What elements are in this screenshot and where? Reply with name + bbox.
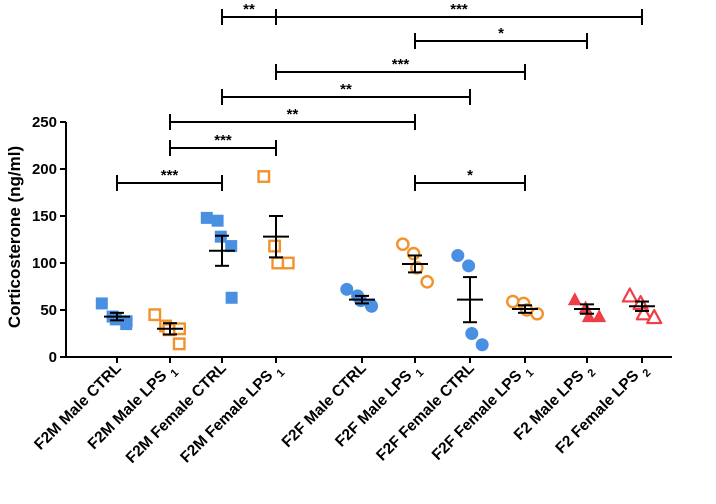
y-tick-label: 150 [32,208,57,225]
y-tick-label: 0 [49,349,57,366]
data-point [451,248,465,262]
sig-label: *** [392,56,410,73]
mean-sem-bars [104,215,655,336]
data-point [592,309,607,323]
y-tick-label: 250 [32,114,57,131]
data-point [225,291,238,304]
sig-label: ** [243,1,255,18]
category-label: F2F Female LPS 1 [429,360,537,468]
data-points [95,170,663,352]
data-point [465,327,479,340]
data-point [200,211,213,224]
data-point [505,294,520,309]
data-point [635,305,652,321]
data-point [420,274,435,289]
y-tick-label: 200 [32,161,57,178]
significance-brackets: ** ***************** * [116,1,643,191]
data-point [211,214,224,227]
data-point [340,282,354,296]
y-tick-label: 100 [32,255,57,272]
data-point [621,287,638,303]
sig-label: ** [287,106,299,123]
axes: 0 50 100 150 200 250 [32,114,672,366]
data-point [225,240,238,253]
data-point [268,239,282,253]
y-tick-label: 50 [40,302,57,319]
data-point [271,256,285,270]
y-axis-label: Corticosterone (ng/ml) [5,146,24,328]
data-point [395,237,410,251]
sig-label: *** [161,167,179,184]
data-point [172,337,186,351]
sig-label: *** [214,132,232,149]
data-point [281,256,295,270]
data-point [581,309,596,323]
sig-label: *** [450,1,468,18]
data-point [95,297,108,310]
data-point [646,308,663,325]
category-label: F2M Female LPS 1 [177,360,287,470]
data-point [567,292,582,306]
data-point [257,170,271,183]
data-point [148,308,162,322]
data-point [365,299,379,313]
sig-label: * [498,25,504,42]
sig-label: ** [340,81,352,98]
data-point [406,246,421,261]
sig-label: * [467,167,473,184]
category-label: F2M Male CTRL [31,360,125,454]
data-point [462,259,476,273]
data-point [120,315,133,328]
data-point [475,338,489,352]
data-point [578,300,593,314]
